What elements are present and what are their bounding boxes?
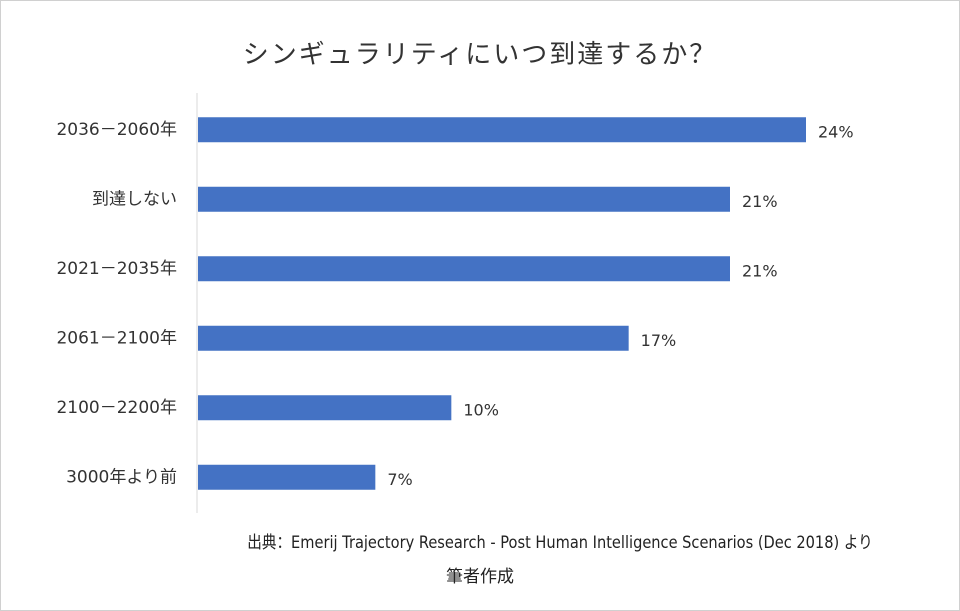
data-label: 21% — [742, 261, 778, 280]
category-label: 到達しない — [92, 189, 177, 209]
bars-layer: 2036－2060年 24% 到達しない 21% 2021－2035年 21% 2061－2… — [56, 117, 854, 490]
data-label: 7% — [387, 470, 412, 489]
category-label: 3000年より前 — [66, 467, 177, 487]
data-label: 21% — [742, 192, 778, 211]
category-label: 2061－2100年 — [56, 328, 177, 348]
data-label: 24% — [818, 122, 854, 141]
chart-title: シンギュラリティにいつ到達するか？ — [242, 40, 718, 70]
data-label: 17% — [641, 331, 677, 350]
category-label: 2100－2200年 — [56, 398, 177, 418]
category-label: 2036－2060年 — [56, 120, 177, 140]
source-credit-line2: 筆者作成 — [446, 567, 514, 587]
source-credit: 出典：Emerij Trajectory Research - Post Hum… — [247, 533, 873, 553]
data-label: 10% — [463, 400, 499, 419]
bar — [198, 325, 629, 351]
bar — [198, 186, 730, 212]
bar — [198, 395, 452, 421]
bar — [198, 464, 376, 490]
bar — [198, 117, 806, 143]
bar — [198, 256, 730, 282]
category-label: 2021－2035年 — [56, 259, 177, 279]
